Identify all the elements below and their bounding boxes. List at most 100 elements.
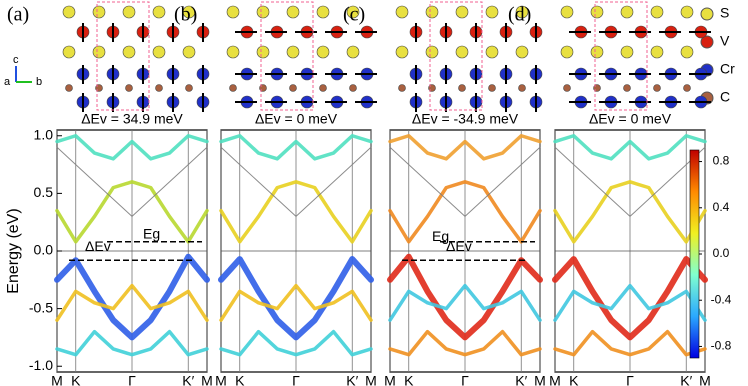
x-tick-label: K: [569, 373, 579, 386]
band: [55, 329, 209, 357]
colorbar: [689, 149, 700, 359]
atom: [650, 5, 664, 19]
triad-label: c: [13, 54, 19, 66]
atom: [122, 5, 136, 19]
unit-cell: [594, 1, 648, 111]
atom: [122, 45, 136, 59]
x-tick-label: M: [384, 373, 396, 386]
atom: [316, 45, 330, 59]
panel-title: ΔEv = 0 meV: [589, 111, 672, 127]
atom: [650, 45, 664, 59]
band: [55, 180, 209, 244]
atom: [680, 5, 694, 19]
panel-label: (c): [343, 4, 365, 26]
y-tick-label: -0.5: [29, 299, 53, 315]
colorbar-label: 0.4: [713, 200, 730, 214]
annotation: ΔEv: [85, 238, 111, 254]
colorbar-label: -0.8: [711, 339, 732, 353]
atom: [289, 84, 297, 92]
band: [220, 146, 372, 217]
x-tick-label: Γ: [461, 373, 469, 386]
atom: [286, 45, 300, 59]
unit-cell: [429, 1, 483, 111]
colorbar-label: 0.0: [713, 246, 730, 260]
atom: [92, 5, 106, 19]
atom: [349, 84, 357, 92]
atom: [346, 5, 360, 19]
band: [389, 146, 541, 217]
colorbar-label: -0.4: [711, 292, 732, 306]
band: [388, 283, 542, 322]
atom: [425, 45, 439, 59]
legend-swatch: [700, 35, 714, 49]
panel-title: ΔEv = -34.9 meV: [412, 111, 519, 127]
atom: [560, 5, 574, 19]
x-tick-label: K: [71, 373, 81, 386]
atom: [485, 45, 499, 59]
panel-label: (a): [7, 4, 29, 26]
atom: [458, 84, 466, 92]
atom: [518, 84, 526, 92]
atom: [182, 5, 196, 19]
legend-label: C: [720, 89, 730, 105]
band: [553, 134, 707, 161]
triad-label: b: [36, 76, 42, 88]
band: [552, 256, 708, 341]
band: [388, 180, 542, 244]
panel-label: (b): [174, 4, 197, 26]
x-tick-label: M: [365, 373, 377, 386]
atom: [680, 45, 694, 59]
y-tick-label: -1.0: [29, 357, 53, 373]
y-tick-label: 1.0: [34, 126, 54, 142]
band: [553, 283, 707, 322]
colorbar-label: 0.8: [713, 154, 730, 168]
atom: [455, 5, 469, 19]
x-tick-label: K′: [346, 373, 358, 386]
band: [54, 253, 210, 341]
band: [553, 180, 707, 244]
x-tick-label: M: [215, 373, 227, 386]
atom: [620, 45, 634, 59]
band: [554, 146, 706, 217]
atom: [256, 45, 270, 59]
atom: [185, 84, 193, 92]
atom: [152, 5, 166, 19]
band: [387, 253, 543, 341]
atom: [515, 45, 529, 59]
x-tick-label: K: [404, 373, 414, 386]
annotation: ΔEv: [446, 238, 472, 254]
x-tick-label: M: [51, 373, 63, 386]
atom: [620, 5, 634, 19]
atom: [182, 45, 196, 59]
band: [219, 283, 373, 322]
annotation: Eg: [432, 228, 449, 244]
y-tick-label: 0.5: [34, 184, 54, 200]
atom: [485, 5, 499, 19]
x-tick-label: M: [534, 373, 546, 386]
x-tick-label: Γ: [128, 373, 136, 386]
atom: [398, 84, 406, 92]
x-tick-label: K′: [515, 373, 527, 386]
y-axis-label: Energy (eV): [5, 208, 22, 293]
legend-swatch: [700, 7, 714, 21]
panel-title: ΔEv = 0 meV: [255, 111, 338, 127]
atom: [316, 5, 330, 19]
atom: [226, 45, 240, 59]
band: [388, 134, 542, 161]
atom: [346, 45, 360, 59]
x-tick-label: M: [549, 373, 561, 386]
band: [56, 146, 208, 217]
panel-title: ΔEv = 34.9 meV: [81, 111, 183, 127]
x-tick-label: Γ: [292, 373, 300, 386]
atom: [92, 45, 106, 59]
atom: [425, 5, 439, 19]
atom: [590, 45, 604, 59]
atom: [590, 5, 604, 19]
atom: [229, 84, 237, 92]
annotation: Eg: [143, 226, 160, 242]
unit-cell: [260, 1, 314, 111]
legend-label: S: [720, 5, 729, 21]
x-tick-label: K: [235, 373, 245, 386]
x-tick-label: M: [201, 373, 213, 386]
atom: [152, 45, 166, 59]
